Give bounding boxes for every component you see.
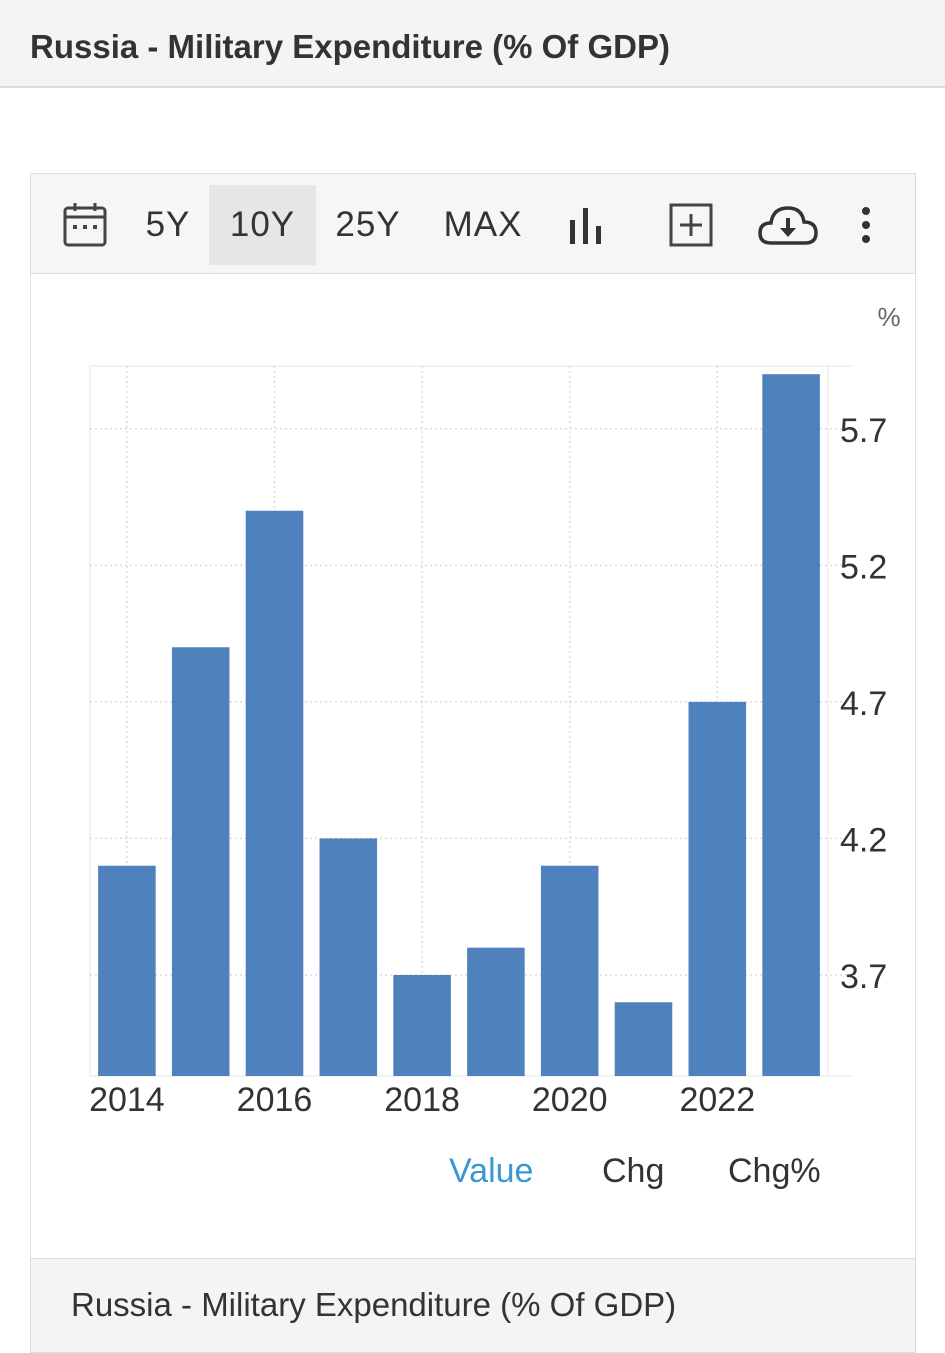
bar-2017[interactable] bbox=[319, 838, 378, 1076]
x-tick-label: 2022 bbox=[679, 1081, 755, 1119]
calendar-icon[interactable] bbox=[57, 185, 113, 265]
x-axis-labels: 2014 2016 2018 2020 2022 bbox=[89, 1081, 755, 1119]
vertical-dots-icon[interactable] bbox=[849, 185, 883, 265]
range-10y-button[interactable]: 10Y bbox=[209, 185, 316, 265]
y-tick-label: 3.7 bbox=[840, 958, 887, 996]
x-tick-label: 2016 bbox=[237, 1081, 313, 1119]
legend-chg-percent-toggle[interactable]: Chg% bbox=[728, 1152, 821, 1190]
y-tick-label: 5.7 bbox=[840, 412, 887, 450]
y-tick-label: 4.2 bbox=[840, 821, 887, 859]
bar-2021[interactable] bbox=[614, 1002, 673, 1076]
footer-section: Russia - Military Expenditure (% Of GDP) bbox=[30, 1258, 916, 1353]
cloud-download-icon[interactable] bbox=[753, 185, 823, 265]
footer-title: Russia - Military Expenditure (% Of GDP) bbox=[71, 1286, 677, 1323]
bar-2019[interactable] bbox=[467, 947, 525, 1076]
legend-chg-toggle[interactable]: Chg bbox=[602, 1152, 665, 1190]
legend-value-toggle[interactable]: Value bbox=[449, 1152, 534, 1190]
page-header: Russia - Military Expenditure (% Of GDP) bbox=[0, 0, 945, 88]
bar-2015[interactable] bbox=[171, 647, 230, 1076]
range-25y-button[interactable]: 25Y bbox=[335, 205, 401, 244]
range-max-button[interactable]: MAX bbox=[443, 205, 523, 244]
bar-2020[interactable] bbox=[540, 865, 599, 1076]
x-tick-label: 2018 bbox=[384, 1081, 460, 1119]
x-tick-label: 2020 bbox=[532, 1081, 608, 1119]
x-tick-label: 2014 bbox=[89, 1081, 165, 1119]
bar-chart-icon[interactable] bbox=[561, 185, 611, 265]
chart-bars bbox=[98, 374, 820, 1076]
y-unit-label: % bbox=[877, 302, 900, 332]
bar-2018[interactable] bbox=[393, 974, 451, 1076]
bar-2023[interactable] bbox=[762, 374, 820, 1076]
y-tick-label: 4.7 bbox=[840, 685, 887, 723]
bar-2014[interactable] bbox=[98, 865, 156, 1076]
bar-2022[interactable] bbox=[688, 701, 747, 1076]
bar-2016[interactable] bbox=[245, 510, 304, 1076]
y-tick-label: 5.2 bbox=[840, 548, 887, 586]
chart-toolbar: 5Y 10Y 25Y MAX bbox=[30, 173, 916, 274]
plus-box-icon[interactable] bbox=[663, 185, 719, 265]
page-title: Russia - Military Expenditure (% Of GDP) bbox=[30, 28, 670, 65]
range-5y-button[interactable]: 5Y bbox=[145, 205, 191, 244]
y-axis-labels: 3.7 4.2 4.7 5.2 5.7 bbox=[840, 412, 887, 996]
